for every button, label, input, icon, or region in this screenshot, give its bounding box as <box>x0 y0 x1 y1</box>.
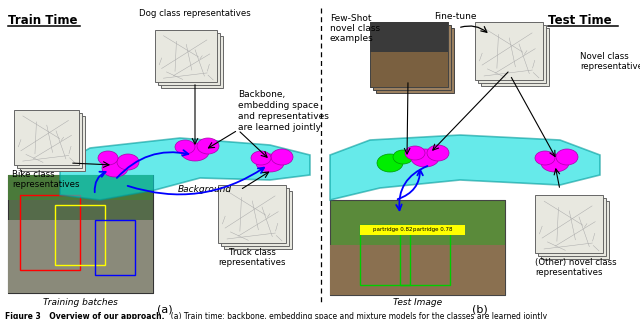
Text: Test Image: Test Image <box>394 298 443 307</box>
Text: embedding space: embedding space <box>238 101 319 110</box>
Text: representatives: representatives <box>218 258 285 267</box>
Bar <box>55 205 105 265</box>
Ellipse shape <box>256 154 284 172</box>
Bar <box>330 245 505 295</box>
Bar <box>8 175 153 293</box>
Bar <box>330 200 505 295</box>
Text: Truck class: Truck class <box>228 248 275 257</box>
Text: Overview of our approach.: Overview of our approach. <box>44 312 164 319</box>
Bar <box>218 185 286 243</box>
Ellipse shape <box>271 149 293 165</box>
Bar <box>155 30 217 82</box>
Bar <box>538 198 606 256</box>
Text: representatives: representatives <box>12 180 79 189</box>
Bar <box>95 220 135 275</box>
Bar <box>20 116 85 171</box>
Bar <box>360 225 425 235</box>
Bar <box>17 113 82 168</box>
Text: representatives: representatives <box>535 268 602 277</box>
Text: Fine-tune: Fine-tune <box>434 12 476 21</box>
Text: (a): (a) <box>157 305 173 315</box>
Bar <box>221 188 289 246</box>
Text: (a) Train time: backbone, embedding space and mixture models for the classes are: (a) Train time: backbone, embedding spac… <box>166 312 547 319</box>
Ellipse shape <box>393 150 413 164</box>
Text: partridge 0.78: partridge 0.78 <box>413 227 452 233</box>
Bar <box>376 28 454 93</box>
Bar <box>400 228 450 285</box>
Ellipse shape <box>181 143 209 161</box>
Bar <box>535 195 603 253</box>
Ellipse shape <box>541 154 569 172</box>
Ellipse shape <box>251 151 271 165</box>
Bar <box>8 175 153 293</box>
Text: Train Time: Train Time <box>8 14 77 27</box>
Text: Background: Background <box>178 185 232 194</box>
Bar <box>360 225 410 285</box>
Bar <box>481 28 549 86</box>
Ellipse shape <box>405 146 425 160</box>
Bar <box>330 200 505 295</box>
Bar <box>373 25 451 90</box>
Bar <box>370 22 448 87</box>
Text: are learned jointly: are learned jointly <box>238 123 321 132</box>
Bar <box>14 110 79 165</box>
Ellipse shape <box>411 149 439 167</box>
Text: partridge 0.82: partridge 0.82 <box>373 227 413 233</box>
Text: Bike class: Bike class <box>12 170 54 179</box>
Bar <box>20 195 80 270</box>
Bar <box>478 25 546 83</box>
Bar <box>158 33 220 85</box>
Ellipse shape <box>535 151 555 165</box>
Ellipse shape <box>556 149 578 165</box>
Text: Test Time: Test Time <box>548 14 612 27</box>
Ellipse shape <box>102 159 128 177</box>
Text: (b): (b) <box>472 305 488 315</box>
Text: (Other) novel class: (Other) novel class <box>535 258 616 267</box>
Ellipse shape <box>377 154 403 172</box>
Text: and representatives: and representatives <box>238 112 329 121</box>
Text: Dog class representatives: Dog class representatives <box>139 9 251 18</box>
Bar <box>161 36 223 88</box>
Polygon shape <box>60 138 310 200</box>
Text: Novel class: Novel class <box>580 52 628 61</box>
Bar <box>8 175 153 200</box>
Bar <box>475 22 543 80</box>
Text: Backbone,: Backbone, <box>238 90 285 99</box>
Text: novel class: novel class <box>330 24 380 33</box>
Text: Training batches: Training batches <box>43 298 117 307</box>
Text: Figure 3: Figure 3 <box>5 312 41 319</box>
Bar <box>370 22 448 52</box>
Ellipse shape <box>175 140 195 154</box>
Polygon shape <box>330 135 600 200</box>
Ellipse shape <box>427 145 449 161</box>
Text: representatives: representatives <box>580 62 640 71</box>
Bar <box>400 225 465 235</box>
Text: Few-Shot: Few-Shot <box>330 14 371 23</box>
Ellipse shape <box>197 138 219 154</box>
Ellipse shape <box>117 154 139 170</box>
Ellipse shape <box>98 151 118 165</box>
Bar <box>8 220 153 293</box>
Bar <box>370 22 448 87</box>
Text: examples: examples <box>330 34 374 43</box>
Bar <box>224 191 292 249</box>
Bar <box>541 201 609 259</box>
